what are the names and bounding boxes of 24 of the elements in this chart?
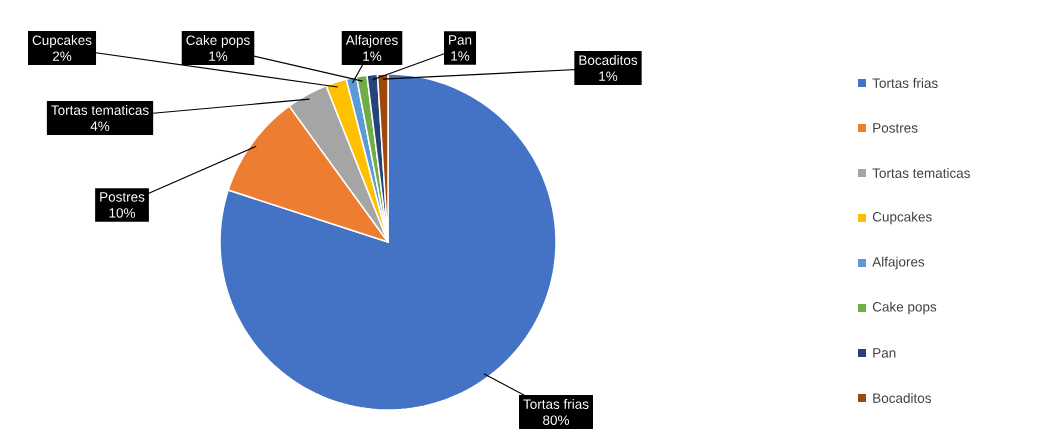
legend-label: Cake pops [872, 301, 937, 315]
legend-label: Tortas frias [872, 78, 938, 88]
legend-label: Tortas tematicas [872, 168, 970, 178]
data-label: 10% [109, 208, 136, 218]
slice-label: Pan [449, 35, 472, 45]
slice-label: Bocaditos [579, 55, 638, 65]
data-label: 1% [363, 51, 382, 61]
slice-label: Postres [100, 192, 145, 202]
slice-label: Alfajores [345, 35, 398, 48]
slice-label: Cake pops [186, 35, 250, 48]
legend-label: Bocaditos [873, 393, 931, 403]
data-label: 1% [209, 51, 228, 61]
data-label: 2% [52, 51, 72, 61]
slice-label: Cupcakes [32, 35, 92, 48]
legend-label: Cupcakes [872, 211, 932, 225]
slice-label: Tortas tematicas [51, 105, 149, 115]
data-label: 1% [599, 71, 618, 81]
legend-label: Alfajores [872, 256, 925, 270]
data-label: 4% [90, 121, 110, 131]
legend-label: Pan [873, 348, 896, 358]
data-label: 1% [451, 51, 470, 61]
data-label: 80% [543, 415, 570, 425]
slice-label: Tortas frias [523, 399, 589, 409]
legend-label: Postres [873, 123, 918, 133]
